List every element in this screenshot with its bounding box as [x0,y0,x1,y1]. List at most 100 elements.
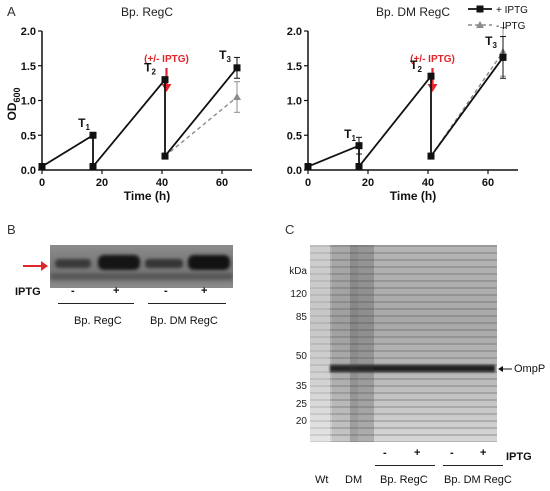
chart2-y-tick-label: 0.0 [287,165,302,177]
chart2-time-label-3: T3 [485,34,497,50]
chart2-y-tick-label: 1.0 [287,96,302,108]
chart1-y-label: OD600 [5,87,22,120]
chart2-point-plus [304,163,312,171]
chart2-point-plus [355,142,363,150]
gel-c-marker-120: 120 [290,289,307,300]
gel-b-lane-4: + [201,285,208,297]
chart2-iptg-annotation: (+/- IPTG) [410,54,455,65]
gel-b-lane-1: - [71,285,75,297]
gel-c-group-line-2 [443,465,503,466]
gel-b-band-4 [188,255,230,270]
chart1-point-plus [233,64,241,72]
chart2-y-tick-label: 0.5 [287,130,302,142]
gel-c-kda-label: kDa [289,266,307,277]
gel-c-lane-2: + [414,447,421,459]
chart1-time-label-main: T [78,116,86,130]
chart1-y-tick-label: 0.0 [21,165,36,177]
gel-c-ladder-lane [310,245,330,442]
chart1-x-tick-label: 0 [39,177,45,189]
gel-c-lane-1: - [383,447,387,459]
chart2-iptg-arrow-head [427,84,438,92]
gel-c-dm-lane [350,245,374,442]
chart1-x-tick-label: 60 [216,177,228,189]
chart1-time-label-main: T [219,48,227,62]
gel-c-marker-25: 25 [295,399,307,410]
chart2-x-tick-label: 40 [422,177,434,189]
panel-letter-a: A [7,4,16,19]
chart2-time-label-1: T1 [344,127,356,143]
chart2-time-label-main: T [410,58,418,72]
legend-plus-marker [476,5,484,13]
chart1-time-label-sub: 2 [151,67,156,76]
chart1-y-label-sub: 600 [12,87,22,102]
gel-c-marker-85: 85 [295,312,307,323]
chart2-x-tick-label: 20 [362,177,374,189]
chart1-iptg-arrow-head [161,84,172,92]
chart1-time-label-sub: 1 [85,123,90,132]
gel-b-red-arrow-icon [23,261,48,271]
chart2-x-tick-label: 0 [305,177,311,189]
gel-c-strain-dm: DM [345,474,363,486]
gel-b-group-1: Bp. RegC [74,315,122,327]
gel-c-strain-wt: Wt [315,474,329,486]
gel-c-marker-35: 35 [295,381,307,392]
chart1-x-tick-label: 40 [156,177,168,189]
chart1-title: Bp. RegC [121,5,173,19]
panel-letter-b: B [7,222,16,237]
gel-b [50,245,233,288]
chart1-y-label-main: OD [5,102,19,120]
chart2-y-tick-label: 1.5 [287,61,302,73]
chart1-x-tick-label: 20 [96,177,108,189]
chart1-point-minus [233,93,241,101]
chart1-x-label: Time (h) [124,189,170,203]
gel-c-lane-3: - [450,447,454,459]
chart2-x-tick-label: 60 [482,177,494,189]
gel-b-group-line-1 [58,303,134,304]
gel-c-marker-50: 50 [295,351,307,362]
gel-b-group-2: Bp. DM RegC [150,315,218,327]
chart2-time-label-sub: 2 [417,65,422,74]
gel-c [310,245,497,442]
gel-c-group-1: Bp. RegC [380,474,428,486]
legend-minus-label: - IPTG [496,21,526,32]
chart1-point-plus [89,163,97,171]
chart2-title: Bp. DM RegC [376,5,450,19]
panel-letter-c: C [285,222,295,237]
gel-b-lane-2: + [113,285,120,297]
chart1-iptg-annotation: (+/- IPTG) [144,54,189,65]
chart1-y-tick-label: 2.0 [21,26,36,38]
chart1-y-tick-label: 1.5 [21,61,36,73]
chart1-series-minus-line [164,96,238,157]
chart2-time-label-2: T2 [410,58,422,74]
chart1-y-tick-label: 1.0 [21,96,36,108]
gel-c-marker-20: 20 [295,416,307,427]
chart2-x-label: Time (h) [390,189,436,203]
gel-b-group-line-2 [148,303,226,304]
gel-c-wt-lane [332,245,358,442]
gel-c-iptg-label: IPTG [506,451,532,463]
gel-c-group-line-1 [375,465,435,466]
gel-c-lane-4: + [480,447,487,459]
gel-b-iptg-label: IPTG [15,286,41,298]
chart1-y-tick-label: 0.5 [21,130,36,142]
chart1-time-label-1: T1 [78,116,90,132]
chart2-y-tick-label: 2.0 [287,26,302,38]
chart2-time-label-sub: 1 [351,134,356,143]
gel-b-lane-3: - [164,285,168,297]
chart2-point-plus [427,72,435,80]
gel-c-band-arrow-icon [498,366,512,372]
chart1-time-label-sub: 3 [226,55,231,64]
chart1-time-label-main: T [144,60,152,74]
chart2-time-label-main: T [485,34,493,48]
chart1-point-plus [89,131,97,139]
gel-b-band-1 [55,259,91,268]
chart2-point-plus [427,152,435,160]
gel-c-omp-band [330,365,495,372]
gel-c-band-label: OmpP [514,363,546,375]
legend-plus-label: + IPTG [496,5,528,16]
chart1-point-plus [161,76,169,84]
chart2-point-plus [499,53,507,61]
gel-b-lower-band [50,273,233,280]
gel-b-band-2 [98,255,140,270]
